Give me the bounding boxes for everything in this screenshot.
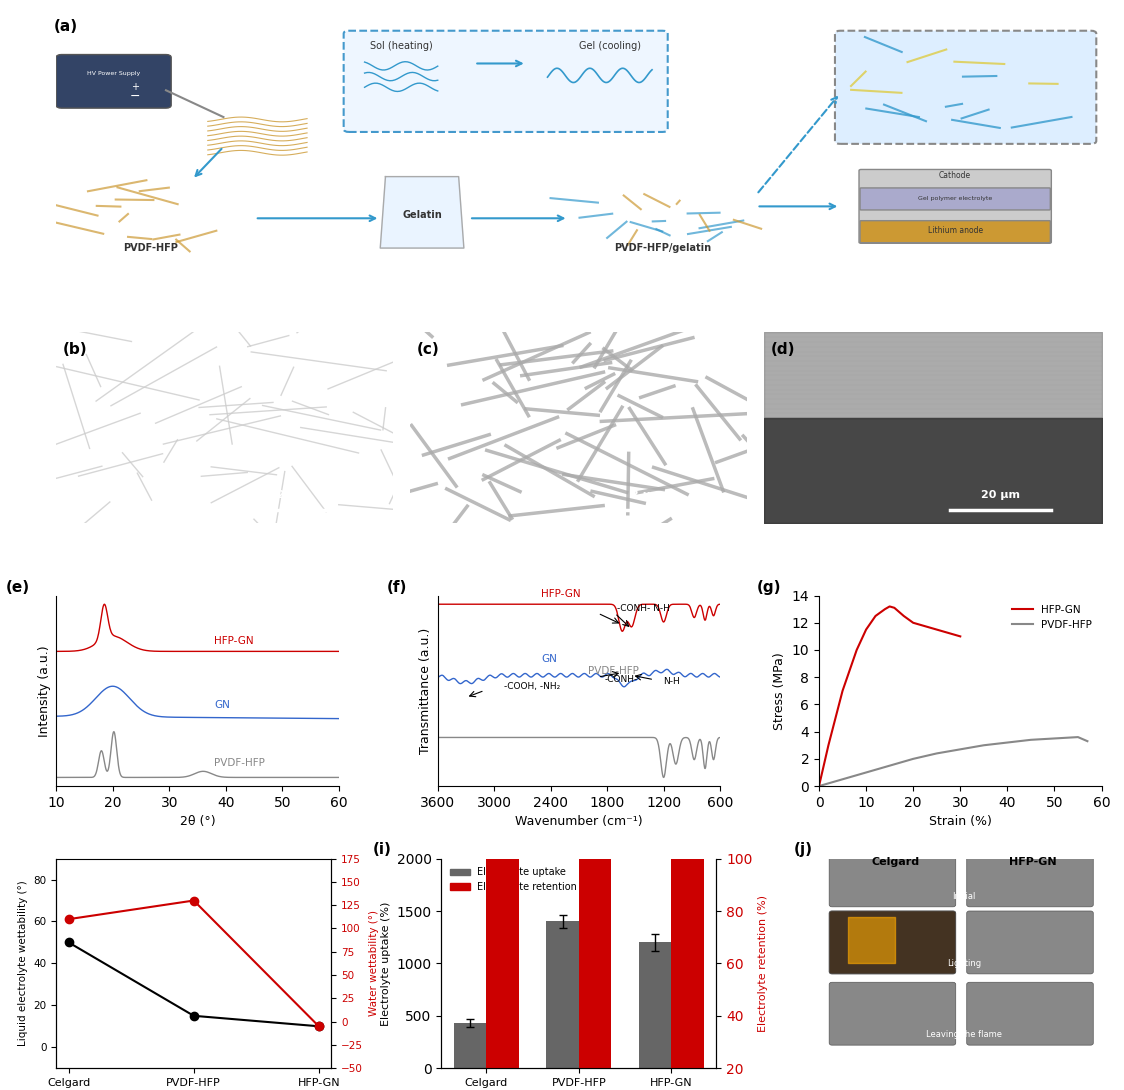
Text: -COOH, -NH₂: -COOH, -NH₂ xyxy=(504,681,560,691)
Text: Sol (heating): Sol (heating) xyxy=(370,40,433,50)
FancyBboxPatch shape xyxy=(830,982,955,1045)
FancyBboxPatch shape xyxy=(860,187,1050,210)
FancyBboxPatch shape xyxy=(830,911,955,973)
FancyBboxPatch shape xyxy=(967,844,1094,907)
Text: (f): (f) xyxy=(387,580,407,595)
FancyBboxPatch shape xyxy=(860,220,1050,243)
Bar xyxy=(671,0,704,1090)
Text: Gel (cooling): Gel (cooling) xyxy=(579,40,641,50)
Y-axis label: Liquid electrolyte wettability (°): Liquid electrolyte wettability (°) xyxy=(18,881,28,1046)
Text: -CONH-: -CONH- xyxy=(605,676,637,685)
Text: HFP-GN: HFP-GN xyxy=(541,589,581,600)
Bar xyxy=(454,1024,487,1068)
Bar xyxy=(640,943,671,1068)
Text: (d): (d) xyxy=(771,342,796,358)
Text: PVDF-HFP: PVDF-HFP xyxy=(123,243,178,253)
Text: Gelatin: Gelatin xyxy=(402,210,442,220)
Text: HFP-GN: HFP-GN xyxy=(1009,857,1057,867)
Text: Celgard: Celgard xyxy=(871,857,919,867)
Legend: HFP-GN, PVDF-HFP: HFP-GN, PVDF-HFP xyxy=(1008,601,1096,634)
FancyBboxPatch shape xyxy=(859,169,1051,243)
Text: HFP-GN: HFP-GN xyxy=(215,635,254,645)
Text: Gel polymer electrolyte: Gel polymer electrolyte xyxy=(918,196,992,202)
Text: (c): (c) xyxy=(417,342,439,358)
Text: Cathode: Cathode xyxy=(940,171,971,180)
Y-axis label: Electrolyte retention (%): Electrolyte retention (%) xyxy=(758,895,768,1032)
Text: (b): (b) xyxy=(63,342,88,358)
Text: (i): (i) xyxy=(372,843,391,858)
FancyBboxPatch shape xyxy=(56,54,171,108)
Text: GN: GN xyxy=(541,654,558,664)
Text: (g): (g) xyxy=(756,580,781,595)
FancyBboxPatch shape xyxy=(344,31,668,132)
Text: Lighting: Lighting xyxy=(946,958,981,968)
FancyBboxPatch shape xyxy=(830,911,955,973)
Y-axis label: Electrolyte uptake (%): Electrolyte uptake (%) xyxy=(381,901,391,1026)
Text: GN: GN xyxy=(215,701,230,711)
Text: (a): (a) xyxy=(54,19,79,34)
Bar xyxy=(579,0,611,1090)
Text: +: + xyxy=(130,82,138,93)
Text: −: − xyxy=(129,90,139,104)
Text: Leaving the flame: Leaving the flame xyxy=(926,1030,1001,1039)
Bar xyxy=(546,921,579,1068)
Y-axis label: Stress (MPa): Stress (MPa) xyxy=(773,652,786,729)
FancyBboxPatch shape xyxy=(967,911,1094,973)
Text: 2 μm: 2 μm xyxy=(631,490,662,500)
Legend: Electrolyte uptake, Electrolyte retention: Electrolyte uptake, Electrolyte retentio… xyxy=(446,863,581,896)
Text: 20 μm: 20 μm xyxy=(981,490,1019,500)
Text: PVDF-HFP: PVDF-HFP xyxy=(588,666,640,676)
Text: -CONH- N-H: -CONH- N-H xyxy=(617,604,670,614)
Text: Lithium anode: Lithium anode xyxy=(927,226,982,234)
Text: PVDF-HFP/gelatin: PVDF-HFP/gelatin xyxy=(614,243,711,253)
Text: (e): (e) xyxy=(6,580,29,595)
Y-axis label: Water wettability (°): Water wettability (°) xyxy=(369,910,379,1016)
FancyBboxPatch shape xyxy=(967,982,1094,1045)
Text: HV Power Supply: HV Power Supply xyxy=(87,71,140,76)
Bar xyxy=(487,0,518,1090)
Text: (j): (j) xyxy=(794,843,813,858)
Text: Initial: Initial xyxy=(952,892,976,900)
Polygon shape xyxy=(380,177,464,249)
X-axis label: Wavenumber (cm⁻¹): Wavenumber (cm⁻¹) xyxy=(515,815,643,828)
Text: N-H: N-H xyxy=(663,677,680,687)
FancyBboxPatch shape xyxy=(835,31,1096,144)
Text: 2 μm: 2 μm xyxy=(277,490,308,500)
X-axis label: 2θ (°): 2θ (°) xyxy=(180,815,216,828)
FancyBboxPatch shape xyxy=(830,844,955,907)
Y-axis label: Intensity (a.u.): Intensity (a.u.) xyxy=(37,645,51,737)
Y-axis label: Transmittance (a.u.): Transmittance (a.u.) xyxy=(419,628,432,754)
X-axis label: Strain (%): Strain (%) xyxy=(928,815,991,828)
Text: PVDF-HFP: PVDF-HFP xyxy=(215,758,265,767)
